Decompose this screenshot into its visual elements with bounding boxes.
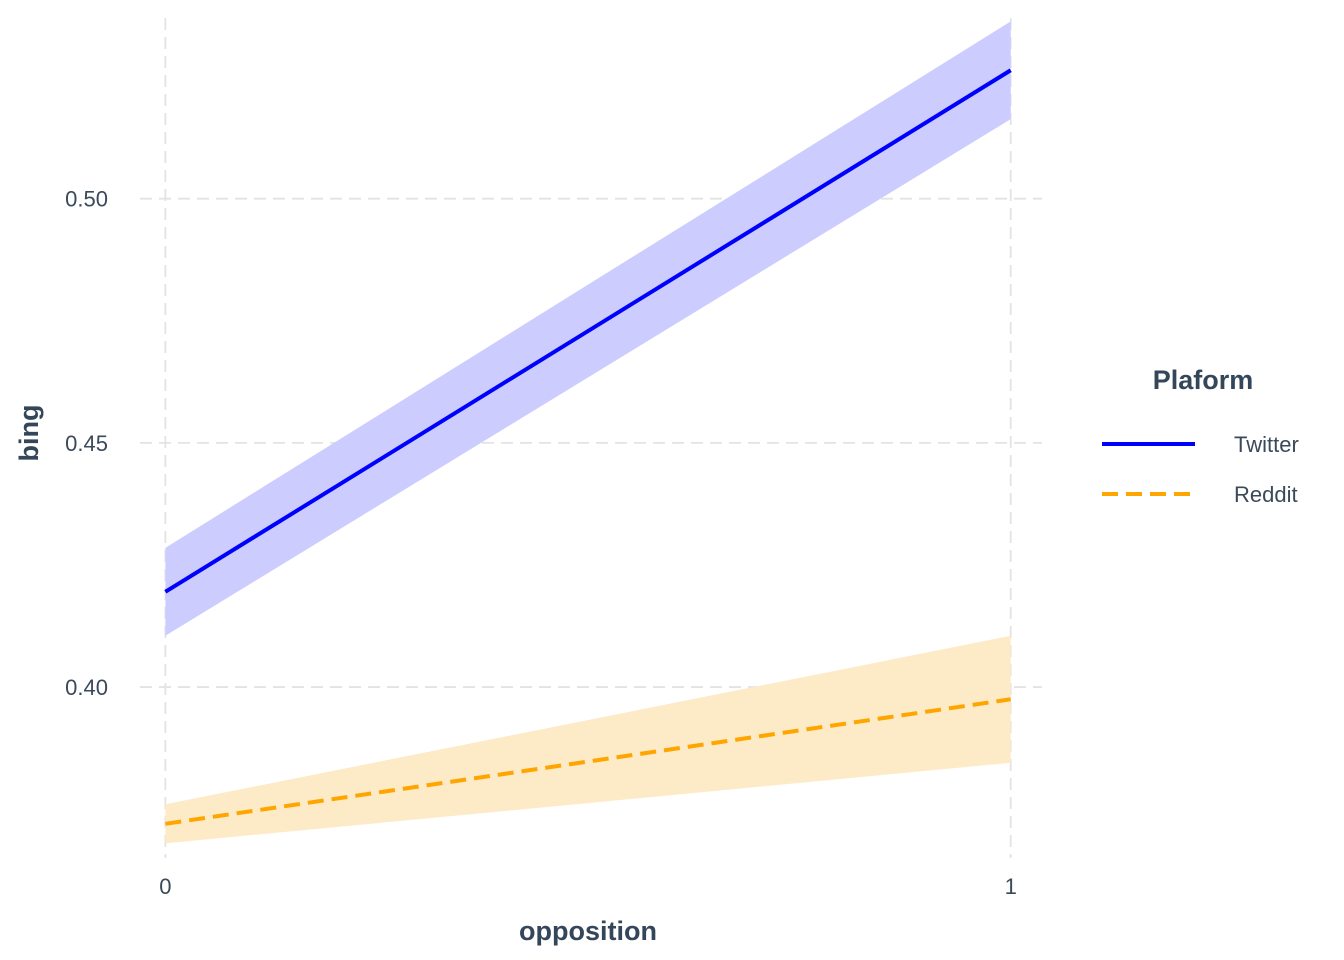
y-axis-tick-labels: 0.40 0.45 0.50	[65, 187, 108, 700]
x-tick-label: 0	[159, 874, 171, 899]
y-tick-label: 0.45	[65, 431, 108, 456]
series-lines	[164, 68, 1012, 826]
twitter-confidence-ribbon	[165, 21, 1011, 636]
plot-panel	[140, 18, 1042, 858]
y-axis-title: bing	[14, 405, 44, 462]
x-tick-label: 1	[1005, 874, 1017, 899]
confidence-ribbons	[165, 21, 1011, 844]
reddit-confidence-ribbon	[165, 635, 1011, 844]
reddit-legend-label: Reddit	[1234, 482, 1298, 507]
y-tick-label: 0.50	[65, 187, 108, 212]
x-axis-title: opposition	[519, 916, 657, 946]
legend: Plaform Twitter Reddit	[1102, 365, 1299, 507]
twitter-series-line	[164, 68, 1012, 594]
legend-title: Plaform	[1153, 365, 1254, 395]
legend-items: Twitter Reddit	[1102, 432, 1299, 507]
y-tick-label: 0.40	[65, 675, 108, 700]
twitter-legend-label: Twitter	[1234, 432, 1299, 457]
